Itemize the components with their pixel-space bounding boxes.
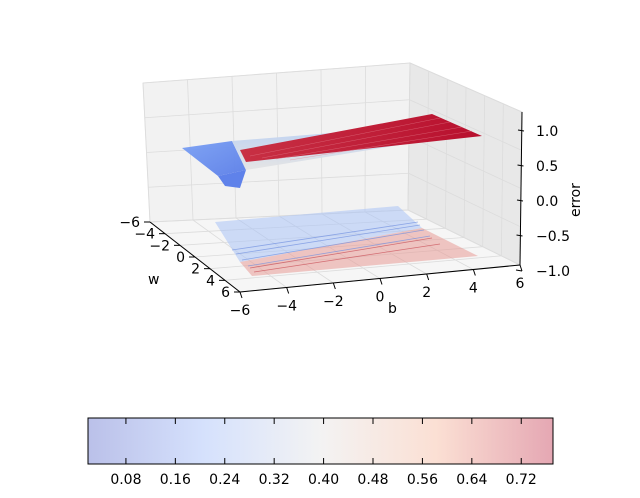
b-tick-mark [239,291,243,299]
b-tick-mark [379,278,383,285]
contour-lines-red [249,237,441,273]
error-axis: 1.0 0.5 0.0 −0.5 −1.0 error [515,111,584,280]
b-tick-mark [519,264,523,272]
b-tick-label: −2 [323,294,344,310]
colorbar-tick-label: 0.72 [506,472,537,488]
error-tick-label: 1.0 [536,124,558,140]
wall-gridline [148,172,409,188]
w-tick-label: 4 [206,273,215,289]
floor-gridline [224,255,502,281]
w-tick-label: 2 [191,262,200,278]
colorbar-tick-label: 0.40 [308,472,339,488]
contour-blue-region [215,206,422,262]
wall-gridline [409,62,523,113]
wall-gridline [408,136,522,189]
colorbar: 0.08 0.16 0.24 0.32 0.40 0.48 0.56 0.64 0.72 [87,417,554,488]
error-tick-label: −1.0 [536,264,570,280]
b-tick-label: 0 [376,290,385,306]
w-tick-label: −2 [149,238,170,254]
error-tick-mark [516,234,523,237]
error-tick-mark [517,129,525,132]
error-axis-label: error [568,183,584,217]
b-tick-mark [286,287,290,294]
surface-low-plateau [182,141,246,176]
error-tick-mark [515,269,523,272]
b-tick-label: 6 [516,276,525,292]
b-tick-mark [472,269,476,276]
error-tick-label: 0.0 [536,194,558,210]
contour-lines [231,221,431,267]
b-axis: −6 −4 −2 0 2 4 6 b [230,264,525,319]
w-tick-label: −4 [134,227,155,243]
colorbar-tick-label: 0.08 [110,472,141,488]
colorbar-tick-label: 0.48 [357,472,388,488]
w-tick-label: 0 [176,250,185,266]
colorbar-tick-label: 0.56 [407,472,438,488]
error-tick-mark [517,164,524,167]
error-tick-label: 0.5 [536,159,558,175]
b-tick-label: 4 [469,281,478,297]
wall-gridline [409,99,522,151]
colorbar-tick-label: 0.64 [456,472,487,488]
colorbar-tick-label: 0.32 [259,472,290,488]
surface-high-plateau [240,114,482,162]
w-tick-label: −6 [119,215,140,231]
error-surface [182,114,482,188]
b-tick-label: −6 [230,303,251,319]
surface-mesh-lines [249,117,473,161]
b-tick-mark [332,282,336,290]
b-tick-label: 2 [422,285,431,301]
b-tick-label: −4 [276,299,297,315]
colorbar-gradient [87,417,554,465]
b-tick-mark [426,273,430,281]
surface-valley-side [218,170,246,188]
w-tick-label: 6 [221,285,230,301]
wall-gridline [142,62,411,84]
error-tick-mark [516,199,524,202]
colorbar-tick-label: 0.16 [160,472,191,488]
floor-contour [215,206,478,276]
wall-gridline [144,99,410,119]
colorbar-tick-label: 0.24 [209,472,240,488]
error-tick-label: −0.5 [536,229,570,245]
b-axis-label: b [388,301,397,317]
wall-gridline [408,172,521,228]
w-axis-label: w [148,272,159,288]
